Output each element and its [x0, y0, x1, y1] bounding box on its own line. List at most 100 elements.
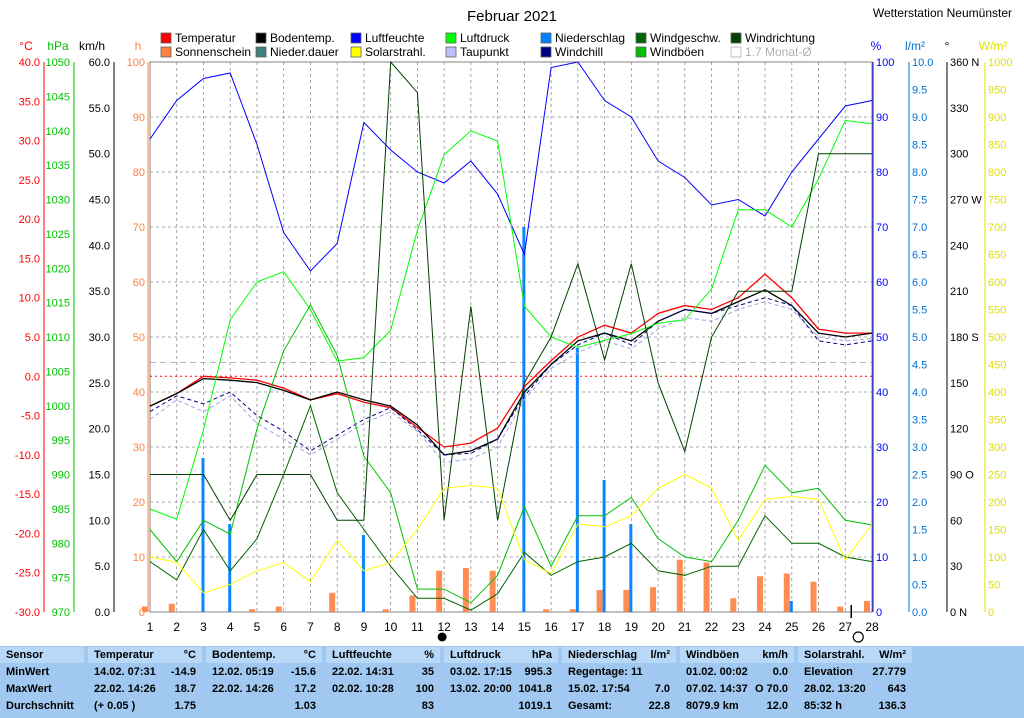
- stats-header-bg: [326, 647, 440, 663]
- axis-tick-dir: 60: [950, 515, 962, 527]
- axis-tick-solar: 50: [988, 580, 1000, 592]
- stats-cell-value: 1019.1: [518, 700, 552, 712]
- axis-tick-press: 1045: [46, 91, 70, 103]
- x-axis-day-label: 20: [651, 620, 665, 634]
- sunshine-bar: [650, 587, 657, 612]
- stats-cell-text: Elevation: [804, 666, 853, 678]
- legend-label-10: Taupunkt: [460, 45, 509, 59]
- axis-tick-solar: 150: [988, 525, 1006, 537]
- stats-row-max-label: MaxWert: [6, 683, 52, 695]
- chart-grid: [149, 61, 873, 613]
- stats-cell-value: O 70.0: [754, 683, 788, 695]
- stats-cell-text: 07.02. 14:37: [686, 683, 748, 695]
- x-axis-day-label: 14: [491, 620, 505, 634]
- stats-cell-value: 35: [421, 666, 434, 678]
- axis-tick-temp: -10.0: [15, 450, 40, 462]
- axis-tick-sun: 70: [133, 222, 145, 234]
- stats-header-bg: [798, 647, 912, 663]
- stats-cell-text: Regentage: 11: [568, 666, 643, 678]
- axis-unit-rain: l/m²: [905, 39, 925, 53]
- full-moon-icon: [852, 631, 864, 643]
- sunshine-bar: [168, 603, 175, 612]
- axis-tick-sun: 50: [133, 332, 145, 344]
- stats-cell-text: 22.02. 14:31: [332, 666, 394, 678]
- axis-tick-rain: 9.0: [912, 112, 927, 124]
- statistics-panel: Sensor MinWert MaxWert Durchschnitt Temp…: [0, 646, 1024, 718]
- x-axis-day-label: 27: [839, 620, 853, 634]
- rain-bar: [789, 601, 793, 612]
- axis-tick-hum: 60: [876, 277, 888, 289]
- axis-tick-hum: 80: [876, 167, 888, 179]
- axis-tick-solar: 400: [988, 387, 1006, 399]
- stats-header-label: Temperatur: [94, 649, 154, 661]
- axis-tick-press: 1050: [46, 57, 70, 69]
- x-axis-day-label: 13: [464, 620, 478, 634]
- sunshine-bar: [864, 601, 870, 612]
- axis-tick-press: 1010: [46, 332, 70, 344]
- axis-tick-sun: 40: [133, 387, 145, 399]
- legend-swatch-12: [635, 46, 647, 58]
- stats-row-min-label: MinWert: [6, 666, 50, 678]
- axis-tick-temp: 30.0: [19, 136, 40, 148]
- rain-bar: [361, 535, 365, 612]
- legend-label-5: Windgeschw.: [650, 31, 721, 45]
- x-axis-day-label: 18: [598, 620, 612, 634]
- x-axis-day-label: 25: [785, 620, 799, 634]
- axis-unit-press: hPa: [47, 39, 69, 53]
- axis-tick-temp: 10.0: [19, 293, 40, 305]
- axis-unit-wind: km/h: [79, 39, 105, 53]
- axis-tick-wind: 20.0: [89, 424, 110, 436]
- stats-col-solar: Solarstrahl. W/m² Elevation 27.779 28.02. 13…: [798, 646, 912, 718]
- axis-tick-dir: 330: [950, 103, 968, 115]
- x-axis-day-label: 28: [865, 620, 879, 634]
- axis-tick-temp: -30.0: [15, 607, 40, 619]
- rain-bar: [201, 458, 205, 612]
- axis-tick-press: 1040: [46, 126, 70, 138]
- sunshine-bar: [783, 573, 790, 612]
- series-line-luftdruck: [149, 119, 873, 520]
- axis-tick-solar: 650: [988, 250, 1006, 262]
- axis-tick-rain: 3.5: [912, 415, 927, 427]
- axis-tick-solar: 550: [988, 305, 1006, 317]
- axis-tick-rain: 2.5: [912, 470, 927, 482]
- x-axis-day-label: 10: [384, 620, 398, 634]
- legend-label-9: Solarstrahl.: [365, 45, 426, 59]
- stats-col-temp: Temperatur °C 14.02. 07:31 -14.9 22.02. 14:2…: [88, 646, 202, 718]
- sunshine-bar: [676, 559, 683, 612]
- axis-tick-temp: 20.0: [19, 214, 40, 226]
- axis-tick-rain: 6.5: [912, 250, 927, 262]
- x-axis-day-label: 11: [411, 620, 424, 634]
- axis-tick-solar: 900: [988, 112, 1006, 124]
- stats-header-bg: [562, 647, 676, 663]
- chart-bars: [142, 227, 870, 612]
- stats-col-boden: Bodentemp. °C 12.02. 05:19 -15.6 22.02. 14:2…: [206, 646, 322, 718]
- legend-label-11: Windchill: [555, 45, 603, 59]
- x-axis-day-label: 2: [173, 620, 180, 634]
- axis-tick-sun: 100: [127, 57, 145, 69]
- axis-tick-sun: 10: [133, 552, 145, 564]
- stats-cell-text: 22.02. 14:26: [212, 683, 274, 695]
- rain-bar: [629, 524, 633, 612]
- axis-tick-press: 1030: [46, 195, 70, 207]
- stats-col-sensor: Sensor MinWert MaxWert Durchschnitt: [0, 646, 86, 718]
- axis-tick-sun: 30: [133, 442, 145, 454]
- axis-tick-wind: 25.0: [89, 378, 110, 390]
- legend-label-7: Sonnenschein: [175, 45, 251, 59]
- sunshine-bar: [837, 606, 844, 612]
- legend-swatch-5: [635, 32, 647, 44]
- sunshine-bar: [409, 595, 416, 612]
- legend-label-1: Bodentemp.: [270, 31, 335, 45]
- axis-tick-rain: 0.5: [912, 580, 927, 592]
- axis-unit-solar: W/m²: [979, 39, 1008, 53]
- station-name: Wetterstation Neumünster: [873, 6, 1012, 20]
- sunshine-bar: [142, 606, 148, 612]
- stats-cell-text: 03.02. 17:15: [450, 666, 512, 678]
- stats-cell-text: 15.02. 17:54: [568, 683, 630, 695]
- sunshine-bar: [757, 576, 764, 612]
- axis-tick-sun: 80: [133, 167, 145, 179]
- axis-tick-wind: 5.0: [95, 561, 110, 573]
- legend-label-13: 1.7 Monat-Ø: [745, 45, 812, 59]
- stats-cell-value: 995.3: [524, 666, 552, 678]
- stats-col-wind: Windböen km/h 01.02. 00:02 0.0 07.02. 14:37 O…: [680, 646, 794, 718]
- axis-tick-solar: 450: [988, 360, 1006, 372]
